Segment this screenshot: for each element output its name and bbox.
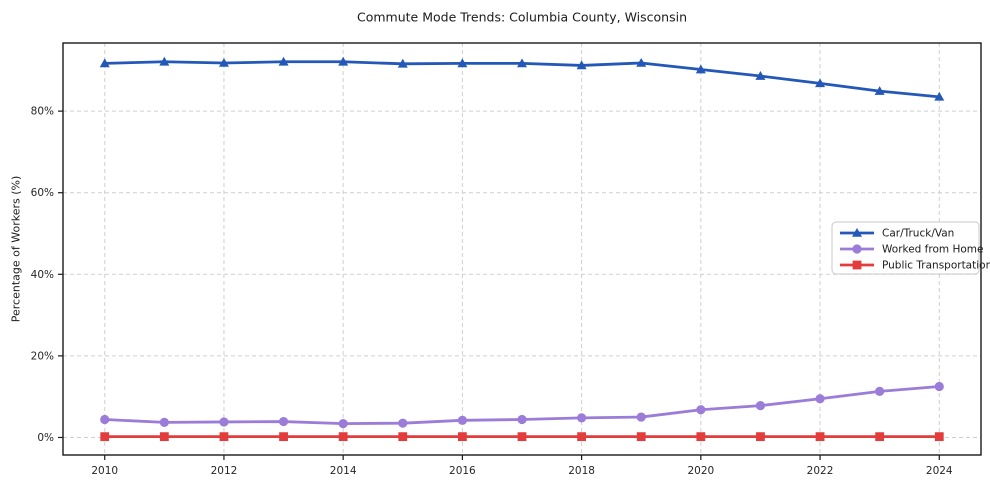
series-marker-public-transportation [696, 432, 706, 442]
series-marker-public-transportation [338, 432, 348, 442]
series-marker-public-transportation [457, 432, 467, 442]
x-tick-label: 2016 [449, 465, 476, 477]
series-marker-car-truck-van [874, 86, 885, 95]
series-marker-public-transportation [517, 432, 527, 442]
series-marker-car-truck-van [397, 58, 408, 68]
series-marker-public-transportation [279, 432, 288, 442]
axes-frame [62, 42, 982, 456]
series-marker-public-transportation [636, 432, 646, 442]
series-marker-car-truck-van [278, 56, 289, 66]
series-marker-public-transportation [100, 432, 110, 442]
series-marker-worked-from-home [398, 418, 408, 428]
series-marker-car-truck-van [517, 58, 527, 68]
series-marker-worked-from-home [457, 415, 467, 425]
y-axis-label: Percentage of Workers (%) [9, 175, 23, 323]
series-marker-worked-from-home [219, 417, 229, 427]
plot-area [63, 43, 981, 455]
series-marker-worked-from-home [517, 414, 527, 425]
series-marker-public-transportation [577, 432, 587, 442]
legend-sample-marker [852, 228, 862, 237]
series-marker-car-truck-van [457, 58, 468, 68]
series-marker-worked-from-home [636, 412, 646, 422]
legend-sample-marker [852, 260, 862, 270]
series-marker-worked-from-home [815, 394, 825, 404]
series-marker-public-transportation [756, 432, 765, 442]
x-tick-label: 2014 [330, 465, 357, 477]
series-marker-public-transportation [875, 432, 885, 442]
y-tick-label: 80% [31, 106, 54, 118]
series-marker-worked-from-home [875, 386, 885, 396]
series-marker-car-truck-van [159, 56, 170, 66]
series-marker-car-truck-van [218, 57, 229, 67]
series-marker-car-truck-van [815, 78, 826, 88]
series-marker-worked-from-home [159, 417, 169, 427]
x-tick-label: 2012 [211, 465, 238, 477]
x-tick-label: 2020 [687, 465, 714, 477]
series-marker-worked-from-home [338, 418, 348, 429]
series-marker-car-truck-van [755, 71, 766, 80]
x-tick-label: 2010 [91, 465, 118, 477]
series-marker-public-transportation [934, 432, 944, 442]
series-marker-public-transportation [398, 432, 408, 442]
y-tick-label: 0% [37, 432, 54, 444]
x-tick-label: 2018 [568, 465, 595, 477]
legend-box [831, 221, 980, 275]
series-marker-car-truck-van [99, 58, 110, 68]
x-tick-label: 2022 [807, 465, 834, 477]
series-marker-public-transportation [815, 432, 825, 442]
series-marker-car-truck-van [338, 56, 349, 66]
y-tick-label: 60% [31, 187, 54, 199]
series-marker-car-truck-van [576, 60, 587, 70]
series-marker-worked-from-home [577, 413, 587, 423]
x-tick-label: 2024 [926, 465, 953, 477]
series-marker-worked-from-home [100, 414, 110, 425]
series-marker-public-transportation [219, 432, 229, 442]
series-marker-worked-from-home [934, 381, 944, 392]
series-marker-car-truck-van [695, 64, 706, 74]
legend-label: Worked from Home [882, 244, 983, 256]
series-marker-car-truck-van [934, 91, 945, 101]
series-marker-worked-from-home [696, 405, 706, 415]
legend-label: Car/Truck/Van [882, 228, 954, 240]
y-tick-label: 20% [31, 350, 54, 362]
series-marker-worked-from-home [755, 401, 766, 411]
series-marker-public-transportation [159, 432, 169, 442]
chart-title: Commute Mode Trends: Columbia County, Wi… [356, 9, 688, 25]
legend-sample-marker [852, 244, 862, 254]
y-tick-label: 40% [31, 269, 54, 281]
series-marker-car-truck-van [636, 57, 647, 67]
legend-label: Public Transportation [882, 260, 990, 272]
series-marker-worked-from-home [278, 416, 289, 427]
